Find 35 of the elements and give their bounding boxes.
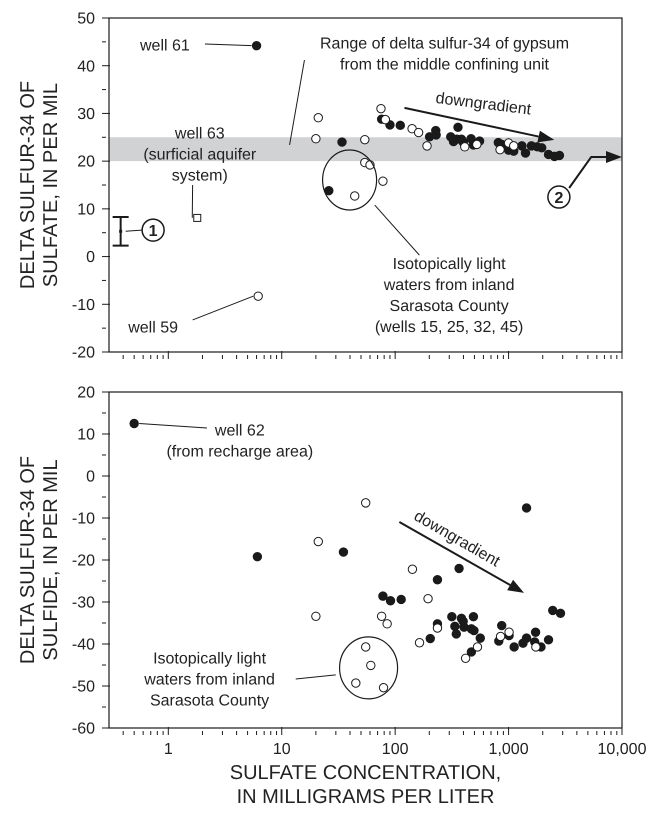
y-tick-label: 40 <box>77 58 96 76</box>
y-tick-label: 10 <box>77 201 96 218</box>
x-tick-label: 100 <box>382 741 409 758</box>
y-tick-label: -40 <box>72 636 96 654</box>
band-label: Range of delta sulfur-34 of gypsum from the middle confining unit <box>320 36 570 74</box>
x-tick-label: 10 <box>272 741 291 758</box>
x-tick-label: 10,000 <box>598 741 646 758</box>
x-tick-label: 1 <box>164 741 173 758</box>
x-axis-title: SULFATE CONCENTRATION, IN MILLIGRAMS PER LITER <box>230 762 502 808</box>
y-tick-label: -20 <box>72 344 96 362</box>
annotation: Isotopically light waters from inland Sarasota County <box>143 650 275 710</box>
y-tick-label: -30 <box>72 594 96 612</box>
annotation: downgradient <box>434 90 533 119</box>
annotation: well 63 (surficial aquifer system) <box>143 125 257 184</box>
y-tick-label: 30 <box>77 106 96 124</box>
y-tick-label: 10 <box>77 426 96 444</box>
annotation: 2 <box>554 190 564 207</box>
annotation: Isotopically light waters from inland Sarasota County (wells 15, 25, 32, 45) <box>374 256 524 336</box>
y-tick-label: -20 <box>72 552 96 570</box>
y-tick-label: 20 <box>77 154 96 171</box>
y-tick-label: -10 <box>72 510 96 528</box>
annotation: well 62 (from recharge area) <box>166 422 314 461</box>
y-tick-label: 50 <box>77 10 96 28</box>
y-axis-title: DELTA SULFUR-34 OF SULFATE, IN PER MIL <box>17 80 62 290</box>
annotation: 1 <box>148 222 158 240</box>
y-tick-label: -10 <box>72 296 96 314</box>
annotation: well 61 <box>139 38 190 55</box>
y-tick-label: 0 <box>86 468 96 486</box>
y-tick-label: 20 <box>77 384 96 402</box>
x-tick-label: 1,000 <box>488 741 529 758</box>
annotation: well 59 <box>127 320 178 337</box>
y-axis-title: DELTA SULFUR-34 OF SULFIDE, IN PER MIL <box>17 456 62 664</box>
y-tick-label: -50 <box>72 678 96 696</box>
y-tick-label: -60 <box>72 720 96 738</box>
y-tick-label: 0 <box>86 249 96 266</box>
